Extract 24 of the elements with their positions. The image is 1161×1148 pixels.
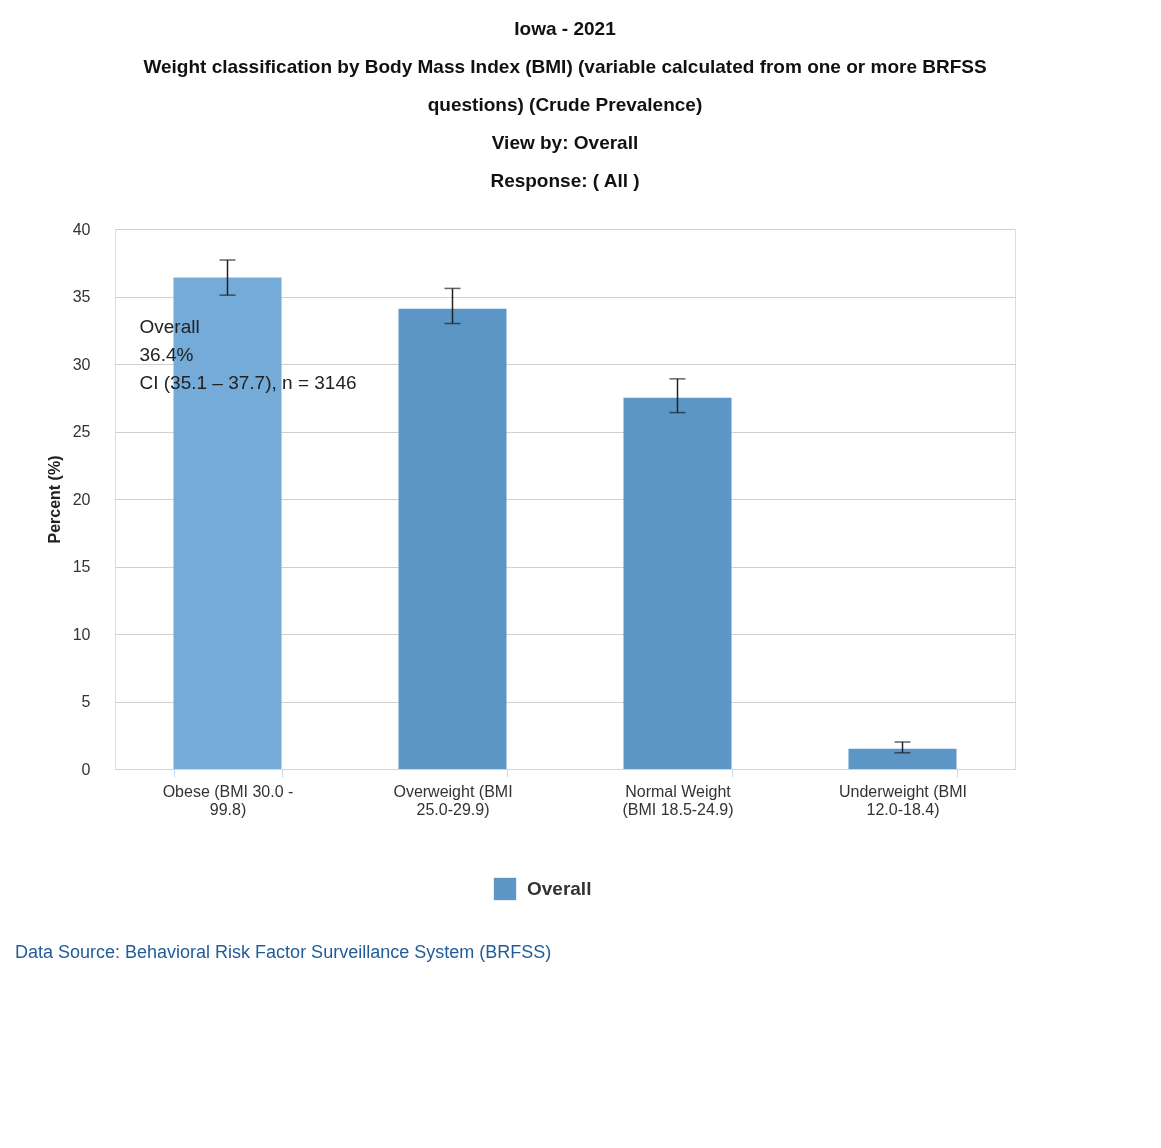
text: Response: ( All ) [490, 170, 640, 191]
y-tick-label: 35 [72, 288, 91, 305]
y-tick-label: 10 [72, 625, 91, 643]
text: View by: Overall [491, 132, 639, 153]
y-tick-label: 0 [81, 760, 91, 778]
text: questions) (Crude Prevalence) [427, 94, 703, 115]
x-tick-label: Normal Weight (BMI 18.5-24.9) [622, 782, 734, 818]
text: Weight classification by Body Mass Index (BMI) (variable calculated from one or more BRFSS [143, 56, 987, 77]
x-tick-label: Underweight (BMI 12.0-18.4) [838, 782, 968, 818]
bar [398, 308, 507, 769]
source-note: Data Source: Behavioral Risk Factor Surveillance System (BRFSS) [15, 942, 552, 962]
bar [623, 397, 732, 769]
y-tick-label: 30 [72, 355, 91, 373]
legend-label: Overall [527, 878, 592, 899]
y-tick-label: 40 [72, 220, 91, 238]
y-tick-label: 5 [81, 693, 91, 710]
y-tick-label: 15 [72, 558, 91, 575]
y-tick-label: 25 [72, 423, 91, 440]
y-tick-label: 20 [72, 490, 91, 508]
y-axis-title: Percent (%) [45, 455, 63, 544]
text: Iowa - 2021 [514, 18, 616, 39]
x-tick-label: Obese (BMI 30.0 - 99.8) [162, 782, 294, 818]
bar [848, 748, 957, 769]
x-tick-label: Overweight (BMI 25.0-29.9) [393, 782, 513, 818]
